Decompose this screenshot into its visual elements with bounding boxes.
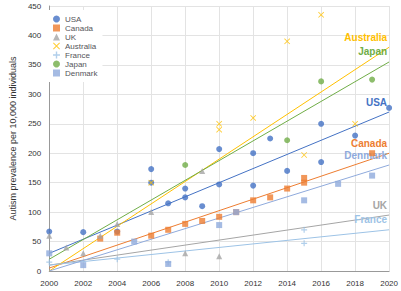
svg-text:2018: 2018 [346, 279, 364, 288]
svg-text:Autism prevalence per 10,000 i: Autism prevalence per 10,000 individuals [8, 56, 18, 221]
svg-text:2014: 2014 [278, 279, 296, 288]
svg-text:2004: 2004 [108, 279, 126, 288]
svg-text:200: 200 [28, 149, 42, 158]
svg-text:Australia: Australia [344, 32, 387, 43]
svg-text:450: 450 [28, 2, 42, 11]
svg-text:400: 400 [28, 31, 42, 40]
svg-text:Australia: Australia [65, 42, 97, 51]
svg-text:France: France [65, 51, 90, 60]
svg-text:Canada: Canada [65, 24, 94, 33]
svg-text:Japan: Japan [358, 46, 387, 57]
svg-text:Japan: Japan [65, 60, 87, 69]
svg-text:250: 250 [28, 119, 42, 128]
svg-text:Denmark: Denmark [344, 150, 387, 161]
svg-text:2016: 2016 [312, 279, 330, 288]
svg-text:USA: USA [366, 97, 387, 108]
svg-text:150: 150 [28, 178, 42, 187]
svg-text:2000: 2000 [40, 279, 58, 288]
svg-text:UK: UK [65, 33, 77, 42]
svg-text:350: 350 [28, 60, 42, 69]
svg-text:100: 100 [28, 208, 42, 217]
svg-text:2010: 2010 [210, 279, 228, 288]
svg-text:Canada: Canada [351, 138, 388, 149]
svg-text:300: 300 [28, 90, 42, 99]
svg-text:2020: 2020 [380, 279, 398, 288]
svg-text:2002: 2002 [74, 279, 92, 288]
svg-text:2012: 2012 [244, 279, 262, 288]
svg-text:0: 0 [37, 267, 42, 276]
svg-text:2006: 2006 [142, 279, 160, 288]
svg-text:UK: UK [373, 200, 388, 211]
svg-text:USA: USA [65, 15, 82, 24]
svg-text:France: France [354, 214, 387, 225]
svg-text:Denmark: Denmark [65, 69, 98, 78]
svg-text:2008: 2008 [176, 279, 194, 288]
svg-text:50: 50 [32, 237, 41, 246]
